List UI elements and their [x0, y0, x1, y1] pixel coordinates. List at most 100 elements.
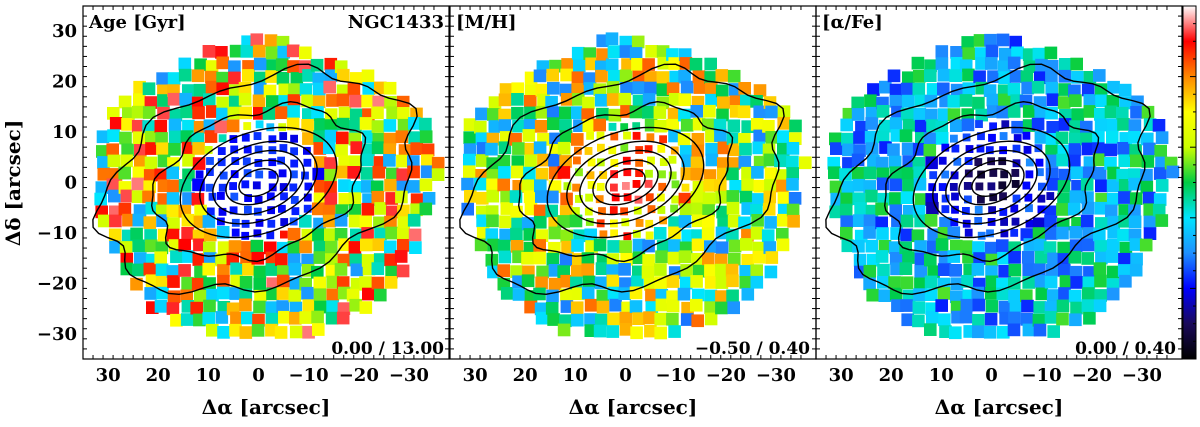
map-bin [303, 204, 312, 213]
map-bin [972, 298, 986, 312]
map-bin [830, 142, 843, 155]
map-bin [255, 218, 264, 227]
map-bin [972, 325, 985, 339]
map-bin [998, 181, 1007, 190]
map-bin [1009, 35, 1022, 49]
map-bin [241, 231, 250, 240]
map-bin [998, 157, 1007, 166]
map-bin [899, 129, 913, 143]
map-bin [97, 214, 111, 228]
map-bin [97, 156, 110, 169]
map-bin [887, 69, 901, 83]
map-bin [156, 72, 169, 85]
contour-line [945, 149, 1038, 216]
y-tick-label: 0 [64, 173, 77, 194]
map-bin [1007, 56, 1021, 70]
map-bin [215, 311, 229, 324]
map-bin [134, 252, 147, 265]
map-bin [764, 167, 778, 181]
map-bin [786, 167, 799, 180]
map-bin [1143, 227, 1157, 240]
map-bin [546, 190, 559, 204]
map-bin [312, 228, 325, 242]
map-bin [275, 58, 289, 71]
contour-line [517, 100, 734, 263]
map-bin [738, 133, 751, 146]
map-bin [475, 154, 489, 167]
map-bin [575, 195, 583, 203]
map-bin [1000, 218, 1008, 226]
map-bin [155, 132, 168, 145]
map-bin [630, 326, 643, 340]
map-bin [924, 253, 937, 267]
map-bin [889, 287, 903, 301]
map-bin [741, 178, 754, 192]
map-bin [715, 253, 728, 267]
map-bin [632, 251, 646, 265]
map-bin [181, 276, 194, 290]
map-bin [753, 84, 767, 97]
map-bin [914, 265, 927, 278]
map-bin [1000, 229, 1009, 238]
map-bin [214, 120, 228, 134]
map-bin [394, 250, 408, 263]
map-bin [949, 183, 958, 191]
map-bin [1022, 323, 1036, 337]
map-bin [713, 118, 727, 132]
map-bin [524, 300, 537, 314]
map-bin [741, 166, 754, 180]
map-bin [1057, 241, 1070, 255]
map-bin [1034, 274, 1048, 288]
map-bin [610, 132, 619, 141]
map-bin [620, 207, 628, 216]
map-bin [878, 240, 892, 253]
map-bin [349, 155, 362, 169]
map-bin [1070, 166, 1083, 180]
map-bin [384, 253, 397, 267]
map-bin [107, 129, 120, 142]
map-bin [131, 190, 145, 203]
map-bin [753, 179, 767, 193]
map-bin [559, 253, 573, 267]
map-bin [1068, 143, 1082, 156]
map-bin [371, 106, 384, 120]
map-bin [877, 192, 891, 206]
map-bin [1130, 154, 1143, 168]
map-bin [182, 250, 195, 263]
map-bin [927, 265, 940, 279]
map-bin [876, 227, 889, 240]
map-bin [984, 312, 998, 326]
map-bin [534, 179, 547, 193]
map-bin [166, 204, 180, 218]
map-bin [659, 135, 667, 144]
map-bin [167, 179, 180, 193]
map-bin [851, 167, 865, 180]
map-bin [280, 192, 288, 201]
map-bin [714, 129, 727, 142]
contour-line [212, 149, 305, 216]
map-bin [739, 190, 753, 204]
map-bin [776, 179, 789, 193]
map-bin [620, 143, 629, 152]
map-bin [154, 168, 167, 182]
map-bin [202, 312, 215, 325]
map-bin [583, 47, 596, 60]
map-bin [167, 217, 180, 230]
alpha-fe-map [827, 33, 1180, 340]
map-bin [924, 214, 938, 227]
map-bin [277, 156, 285, 165]
map-bin [289, 183, 298, 192]
map-bin [789, 132, 802, 145]
map-bin [959, 94, 973, 107]
map-bin [1045, 154, 1059, 168]
map-bin [1044, 46, 1058, 60]
map-bin [641, 266, 655, 279]
map-bin [326, 94, 339, 107]
map-bin [657, 144, 666, 153]
map-bin [1033, 323, 1047, 337]
map-bin [180, 130, 194, 143]
map-bin [889, 83, 903, 97]
map-bin [1009, 70, 1023, 83]
map-bin [264, 34, 278, 47]
map-bin [326, 275, 339, 289]
